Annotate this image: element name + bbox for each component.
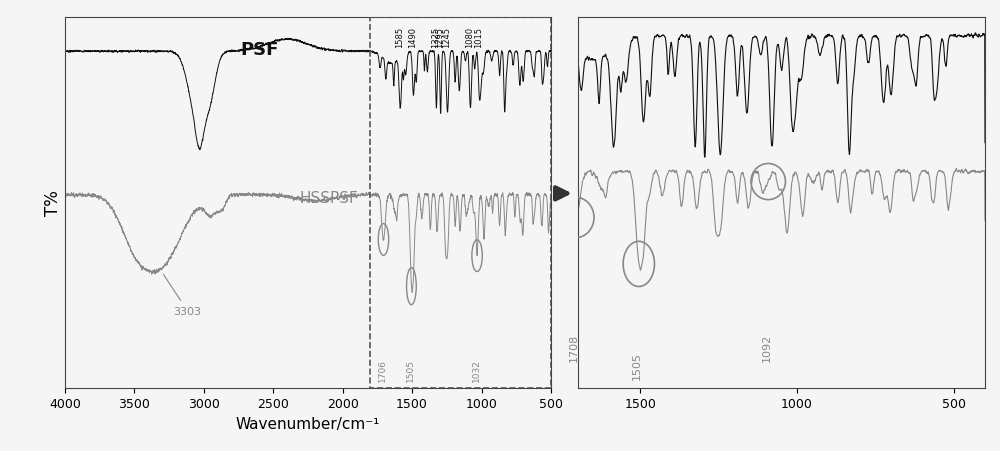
Text: 1706: 1706 xyxy=(378,358,387,381)
Text: 1505: 1505 xyxy=(406,358,415,381)
Text: 3303: 3303 xyxy=(163,275,201,316)
Text: 1490: 1490 xyxy=(408,28,417,48)
Text: 1032: 1032 xyxy=(472,359,481,381)
Text: 1080: 1080 xyxy=(465,28,474,48)
Text: 1295: 1295 xyxy=(435,28,444,48)
Text: 1505: 1505 xyxy=(632,351,642,379)
Text: PSF: PSF xyxy=(240,41,279,59)
Text: 1585: 1585 xyxy=(395,28,404,48)
Text: 1325: 1325 xyxy=(431,28,440,48)
Text: 1092: 1092 xyxy=(762,333,772,361)
Bar xyxy=(370,18,551,388)
Text: HSSPSF: HSSPSF xyxy=(299,191,358,206)
X-axis label: Wavenumber/cm⁻¹: Wavenumber/cm⁻¹ xyxy=(236,416,380,431)
Text: 1015: 1015 xyxy=(474,28,483,48)
Text: 1245: 1245 xyxy=(442,28,451,48)
Text: 1708: 1708 xyxy=(569,333,579,361)
Y-axis label: T%: T% xyxy=(44,190,62,216)
